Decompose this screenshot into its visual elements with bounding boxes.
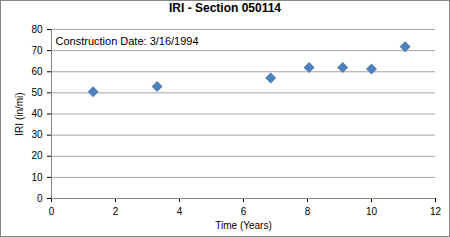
svg-text:4: 4 [177, 206, 183, 217]
svg-text:10: 10 [31, 172, 43, 183]
svg-text:IRI (in/mi): IRI (in/mi) [14, 92, 25, 135]
svg-text:6: 6 [241, 206, 247, 217]
svg-text:Construction Date: 3/16/1994: Construction Date: 3/16/1994 [56, 35, 199, 47]
svg-text:40: 40 [31, 108, 43, 119]
html-text:IRI - Section 050114: IRI - Section 050114 [169, 1, 281, 15]
svg-text:20: 20 [31, 150, 43, 161]
svg-text:2: 2 [113, 206, 119, 217]
svg-text:10: 10 [366, 206, 378, 217]
svg-text:30: 30 [31, 129, 43, 140]
svg-text:0: 0 [49, 206, 55, 217]
svg-text:80: 80 [31, 24, 43, 35]
svg-text:50: 50 [31, 87, 43, 98]
svg-text:8: 8 [305, 206, 311, 217]
svg-text:60: 60 [31, 66, 43, 77]
svg-text:12: 12 [430, 206, 442, 217]
svg-text:Time (Years): Time (Years) [215, 220, 272, 231]
svg-text:70: 70 [31, 45, 43, 56]
svg-text:0: 0 [37, 193, 43, 204]
